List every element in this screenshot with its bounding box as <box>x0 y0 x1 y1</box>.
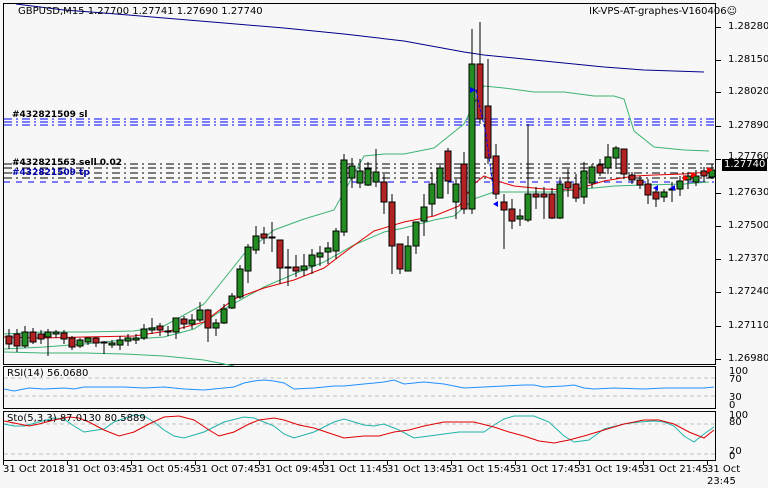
server-label: IK-VPS-AT-graphes-V160406☺ <box>589 6 738 17</box>
stochastic-canvas <box>4 414 717 455</box>
stochastic-signal-line <box>4 415 715 444</box>
sl-order-label: #432821509 sl <box>12 110 88 120</box>
candlesticks <box>5 22 716 356</box>
trade-arrows <box>470 87 713 207</box>
red-ma-line <box>4 171 710 339</box>
stochastic-label: Sto(5,3,3) 87.0130 80.5889 <box>7 413 146 424</box>
bollinger-mid <box>4 181 710 350</box>
blue-arrow-icon <box>653 185 658 191</box>
blue-arrow-icon <box>670 185 675 191</box>
tp-order-label: #432821509 tp <box>12 168 90 178</box>
bollinger-lower <box>4 351 235 366</box>
current-price-badge: 1.27740 <box>722 159 768 171</box>
long-ma-line <box>15 4 705 73</box>
red-arrow-icon <box>707 167 713 173</box>
symbol-info: GBPUSD,M15 1.27700 1.27741 1.27690 1.277… <box>18 6 263 17</box>
rsi-line <box>4 379 715 392</box>
rsi-canvas <box>4 377 717 397</box>
rsi-panel[interactable]: RSI(14) 56.0680 <box>3 366 717 409</box>
price-chart-canvas <box>4 4 716 366</box>
red-arrow-icon <box>691 172 697 178</box>
blue-arrow-icon <box>470 87 476 93</box>
smiley-icon: ☺ <box>726 6 738 17</box>
sell-order-label: #432821563 sell 0.02 <box>12 158 123 168</box>
sl-order-lines <box>4 118 714 126</box>
bollinger-upper <box>4 85 710 335</box>
blue-arrow-icon <box>493 201 498 207</box>
red-arrow-icon <box>683 175 689 181</box>
rsi-label: RSI(14) 56.0680 <box>7 368 89 379</box>
stochastic-panel[interactable]: Sto(5,3,3) 87.0130 80.5889 <box>3 411 717 461</box>
stochastic-main-line <box>4 414 715 443</box>
main-chart-panel[interactable]: GBPUSD,M15 1.27700 1.27741 1.27690 1.277… <box>3 3 737 366</box>
